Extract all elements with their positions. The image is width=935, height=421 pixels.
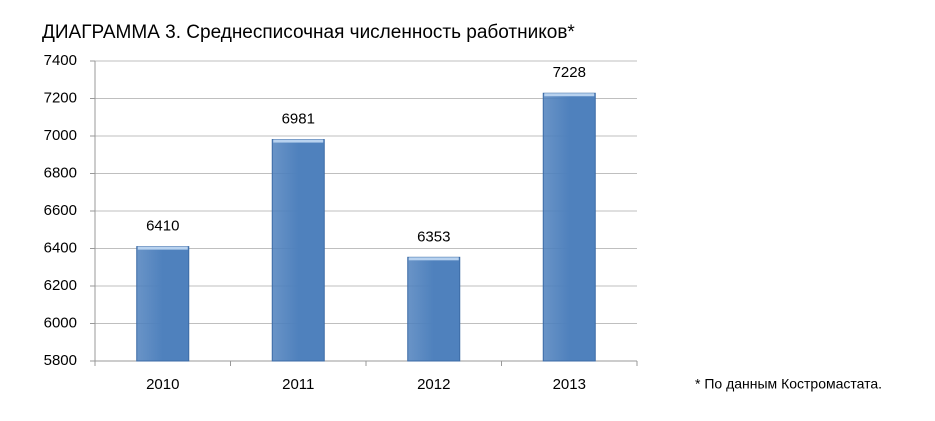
x-tick-label: 2011 xyxy=(282,376,314,393)
x-tick-label: 2012 xyxy=(417,376,450,393)
footnote: * По данным Костромастата. xyxy=(695,376,882,392)
y-tick-label: 6000 xyxy=(44,314,77,331)
x-tick-label: 2013 xyxy=(553,376,586,393)
bar xyxy=(542,92,596,362)
x-tick-label: 2010 xyxy=(146,376,179,393)
y-tick-label: 7400 xyxy=(44,52,77,69)
value-label: 6410 xyxy=(146,218,179,235)
y-tick-label: 6200 xyxy=(44,277,77,294)
y-tick-label: 6800 xyxy=(44,164,77,181)
bar xyxy=(407,256,461,362)
bar-cap xyxy=(408,257,459,261)
bar-cap xyxy=(544,93,595,97)
y-tick-label: 6400 xyxy=(44,239,77,256)
value-label: 6353 xyxy=(417,228,450,245)
value-label: 6981 xyxy=(282,111,315,128)
bar xyxy=(136,246,190,362)
bar-cap xyxy=(273,139,324,143)
bar-cap xyxy=(137,246,188,250)
y-tick-label: 7200 xyxy=(44,89,77,106)
value-label: 7228 xyxy=(553,64,586,81)
bar xyxy=(271,139,325,362)
y-tick-label: 7000 xyxy=(44,127,77,144)
chart-title: ДИАГРАММА 3. Среднесписочная численность… xyxy=(42,22,575,43)
y-tick-label: 5800 xyxy=(44,352,77,369)
y-tick-label: 6600 xyxy=(44,202,77,219)
